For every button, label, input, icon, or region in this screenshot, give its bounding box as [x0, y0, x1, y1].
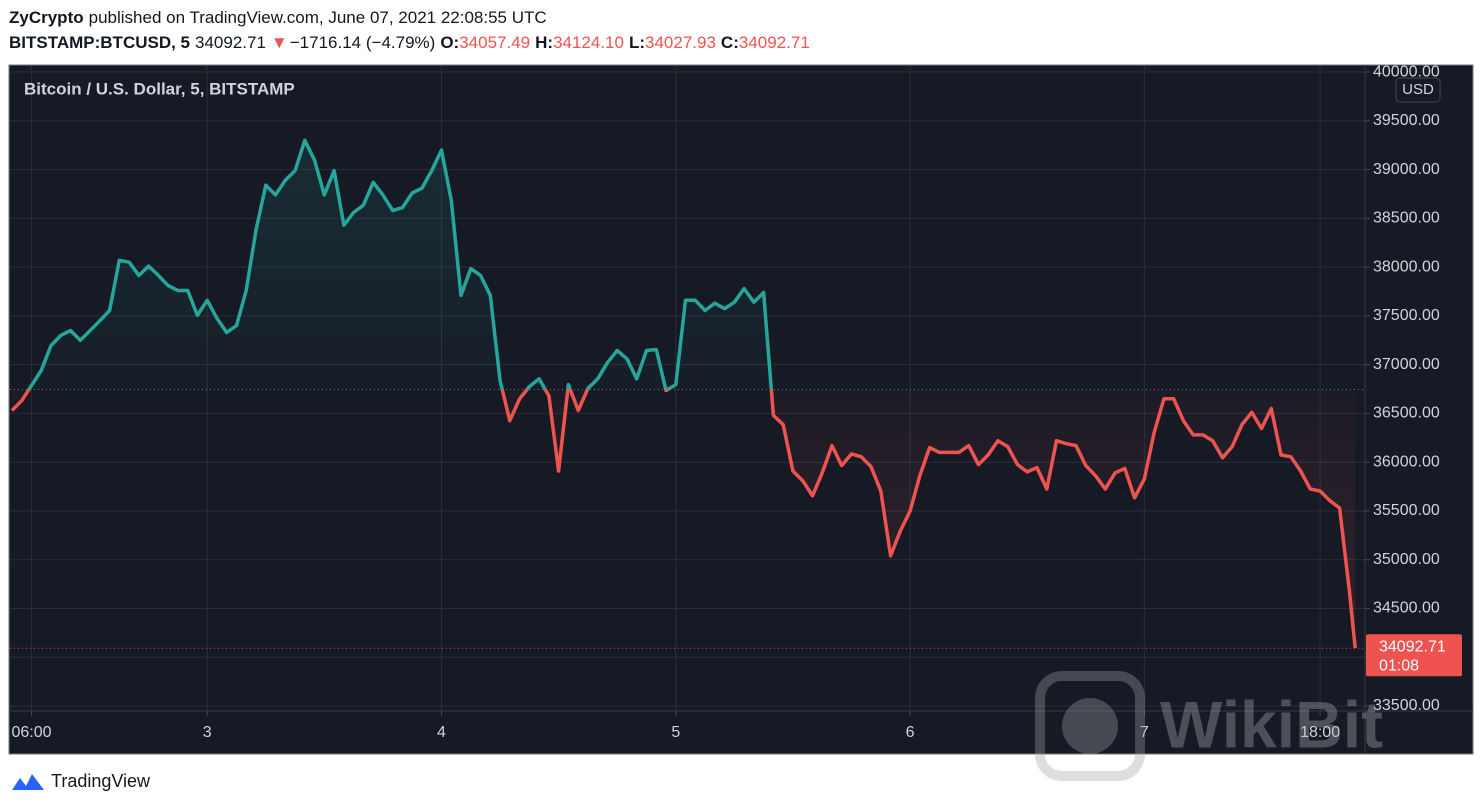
ohlc-label: O: — [440, 33, 460, 52]
ohlc-label: L: — [628, 33, 646, 52]
ohlc-value: 34092.71 — [738, 33, 810, 52]
publish-line: ZyCrypto published on TradingView.com, Ju… — [9, 8, 552, 28]
ohlc-label: C: — [720, 33, 739, 52]
y-tick-label: 35500.00 — [1373, 502, 1440, 519]
y-tick-label: 33500.00 — [1373, 697, 1440, 714]
watermark: WikiBit — [1035, 671, 1383, 781]
logo-shape — [12, 774, 44, 790]
ohlc: O:34057.49 H:34124.10 L:34027.93 C:34092.71 — [440, 33, 814, 52]
currency: USD — [1402, 81, 1434, 98]
last-price: 34092.71 — [195, 33, 266, 52]
price-line — [10, 138, 1357, 649]
x-tick-label: 7 — [1140, 724, 1149, 741]
chart-legend: Bitcoin / U.S. Dollar, 5, BITSTAMP — [24, 79, 295, 98]
published: published on TradingView.com, June 07, 2… — [88, 8, 547, 27]
y-tick-label: 37000.00 — [1373, 356, 1440, 373]
x-tick-label: 3 — [203, 724, 212, 741]
ohlc-value: 34057.49 — [459, 33, 531, 52]
y-tick-label: 36000.00 — [1373, 453, 1440, 470]
currency-box — [1395, 77, 1441, 103]
y-tick-label: 34500.00 — [1373, 600, 1440, 617]
y-tick-label: 37500.00 — [1373, 307, 1440, 324]
x-tick-label: 4 — [437, 724, 446, 741]
arrow: ▼ — [270, 33, 288, 52]
price-tag — [1366, 634, 1462, 677]
watermark-logo — [1035, 671, 1145, 781]
x-tick-label: 5 — [671, 724, 680, 741]
footer-logo — [12, 774, 44, 790]
ticker-line: BITSTAMP:BTCUSD, 5 34092.71 ▼ −1716.14 (−4.… — [9, 33, 820, 53]
y-tick-label: 38500.00 — [1373, 210, 1440, 227]
watermark-logo-mark — [1062, 698, 1118, 754]
x-tick-label: 18:00 — [1300, 724, 1340, 741]
publisher: ZyCrypto — [9, 8, 84, 27]
y-tick-label: 39000.00 — [1373, 161, 1440, 178]
watermark-text: WikiBit — [1160, 687, 1383, 761]
ohlc-value: 34027.93 — [645, 33, 716, 52]
y-tick-label: 36500.00 — [1373, 405, 1440, 422]
y-tick-label: 40000.00 — [1373, 63, 1440, 80]
change: −1716.14 (−4.79%) — [289, 33, 436, 52]
x-tick-label: 6 — [906, 724, 915, 741]
y-tick-label: 38000.00 — [1373, 258, 1440, 275]
y-tick-label: 39500.00 — [1373, 112, 1440, 129]
countdown: 01:08 — [1379, 657, 1419, 674]
baseline-area — [12, 140, 1356, 649]
ohlc-label: H: — [535, 33, 554, 52]
x-tick-label: 06:00 — [11, 724, 51, 741]
ohlc-value: 34124.10 — [553, 33, 624, 52]
y-tick-label: 35000.00 — [1373, 551, 1440, 568]
footer-brand: TradingView — [51, 771, 151, 791]
symbol: BITSTAMP:BTCUSD, 5 — [9, 33, 191, 52]
price-tag-label: 34092.71 — [1379, 638, 1446, 655]
